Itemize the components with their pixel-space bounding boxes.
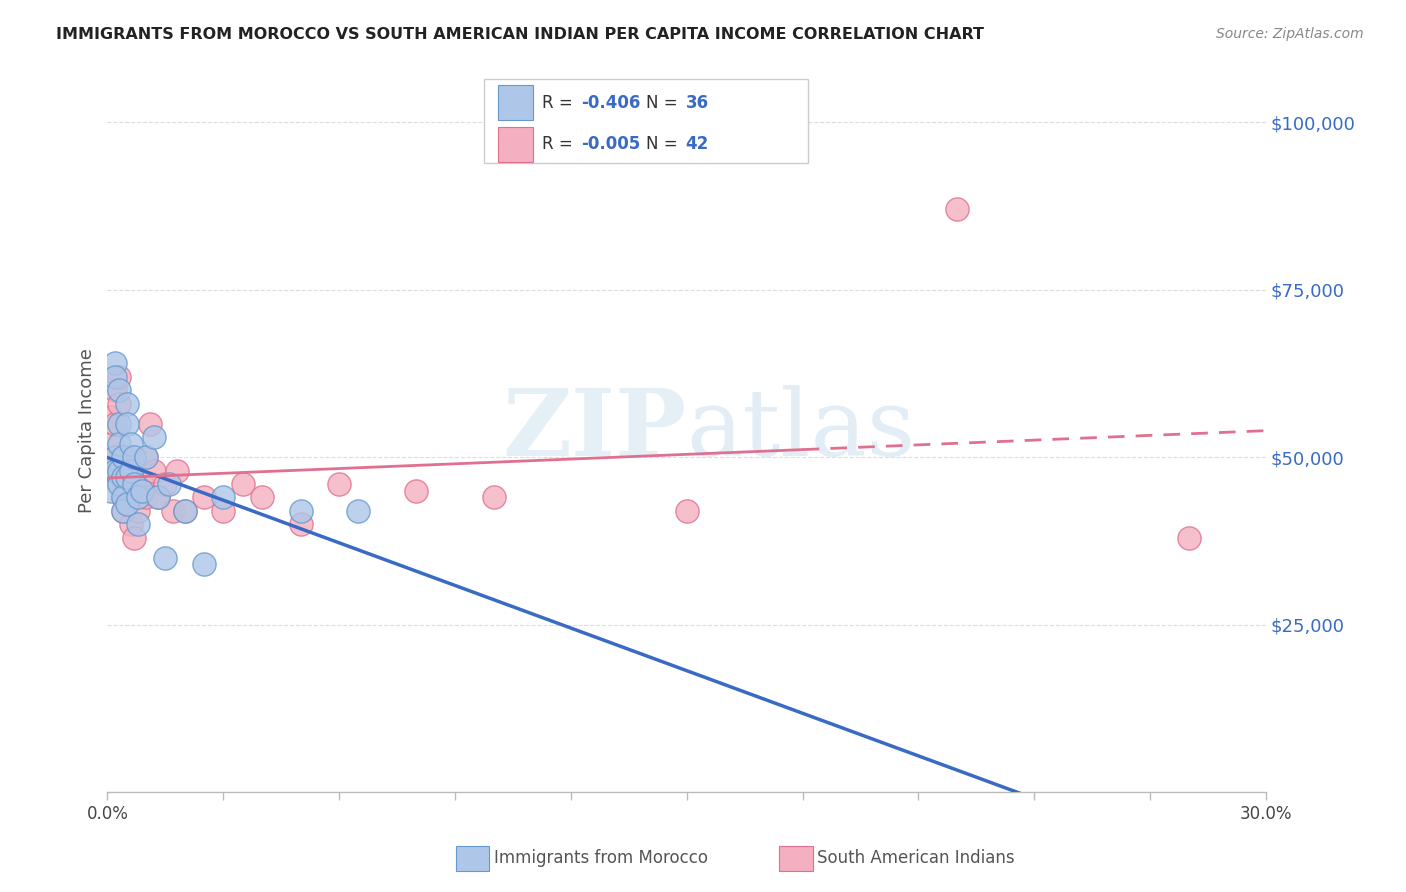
Text: N =: N =: [647, 136, 683, 153]
Point: [193, 491, 215, 505]
Point: [155, 477, 177, 491]
Point: [108, 417, 131, 431]
Point: [108, 383, 131, 397]
Point: [173, 504, 195, 518]
Point: [108, 464, 131, 478]
Text: R =: R =: [541, 136, 578, 153]
Point: [115, 477, 138, 491]
Point: [193, 558, 215, 572]
Text: 36: 36: [686, 94, 709, 112]
Point: [162, 504, 184, 518]
Point: [120, 437, 142, 451]
FancyBboxPatch shape: [498, 127, 533, 161]
Point: [104, 356, 127, 370]
Point: [108, 464, 131, 478]
Point: [946, 202, 969, 217]
Text: -0.005: -0.005: [581, 136, 641, 153]
Text: N =: N =: [647, 94, 683, 112]
Text: 42: 42: [686, 136, 709, 153]
Point: [347, 504, 370, 518]
Point: [115, 491, 138, 505]
Point: [135, 491, 157, 505]
Point: [111, 450, 134, 465]
Point: [120, 517, 142, 532]
FancyBboxPatch shape: [498, 86, 533, 120]
Point: [115, 396, 138, 410]
Point: [124, 477, 146, 491]
Point: [104, 450, 127, 465]
Point: [135, 450, 157, 465]
Point: [232, 477, 254, 491]
Text: Source: ZipAtlas.com: Source: ZipAtlas.com: [1216, 27, 1364, 41]
Point: [155, 550, 177, 565]
Point: [135, 450, 157, 465]
Point: [100, 409, 122, 424]
Y-axis label: Per Capita Income: Per Capita Income: [79, 348, 96, 513]
Point: [124, 450, 146, 465]
Point: [212, 491, 235, 505]
Point: [115, 470, 138, 484]
Text: R =: R =: [541, 94, 578, 112]
Point: [142, 430, 165, 444]
Point: [405, 483, 427, 498]
Point: [142, 464, 165, 478]
Point: [482, 491, 505, 505]
Point: [100, 437, 122, 451]
Point: [127, 517, 149, 532]
Point: [100, 470, 122, 484]
Point: [104, 369, 127, 384]
Point: [108, 396, 131, 410]
Point: [108, 477, 131, 491]
Point: [108, 437, 131, 451]
Point: [146, 491, 169, 505]
Point: [100, 483, 122, 498]
Text: -0.406: -0.406: [581, 94, 641, 112]
Point: [139, 417, 162, 431]
Point: [120, 464, 142, 478]
Point: [104, 450, 127, 465]
Point: [111, 504, 134, 518]
Point: [104, 464, 127, 478]
Point: [111, 470, 134, 484]
Text: IMMIGRANTS FROM MOROCCO VS SOUTH AMERICAN INDIAN PER CAPITA INCOME CORRELATION C: IMMIGRANTS FROM MOROCCO VS SOUTH AMERICA…: [56, 27, 984, 42]
Point: [131, 483, 153, 498]
Point: [250, 491, 273, 505]
Point: [108, 369, 131, 384]
Point: [111, 504, 134, 518]
Point: [146, 491, 169, 505]
Point: [328, 477, 350, 491]
FancyBboxPatch shape: [484, 79, 808, 162]
Point: [124, 531, 146, 545]
Point: [111, 491, 134, 505]
Point: [675, 504, 697, 518]
Point: [115, 417, 138, 431]
Point: [104, 383, 127, 397]
Text: Immigrants from Morocco: Immigrants from Morocco: [494, 849, 707, 867]
Text: ZIP: ZIP: [502, 385, 686, 475]
Point: [127, 504, 149, 518]
Point: [290, 504, 312, 518]
Point: [166, 464, 188, 478]
Point: [157, 477, 180, 491]
Point: [111, 491, 134, 505]
Point: [131, 477, 153, 491]
Point: [124, 483, 146, 498]
Point: [127, 491, 149, 505]
Point: [104, 417, 127, 431]
Text: atlas: atlas: [686, 385, 915, 475]
Point: [111, 477, 134, 491]
Point: [115, 450, 138, 465]
Point: [115, 497, 138, 511]
Point: [127, 491, 149, 505]
Point: [212, 504, 235, 518]
Point: [104, 464, 127, 478]
Point: [1178, 531, 1201, 545]
Point: [290, 517, 312, 532]
Point: [173, 504, 195, 518]
Text: South American Indians: South American Indians: [817, 849, 1015, 867]
Point: [120, 470, 142, 484]
